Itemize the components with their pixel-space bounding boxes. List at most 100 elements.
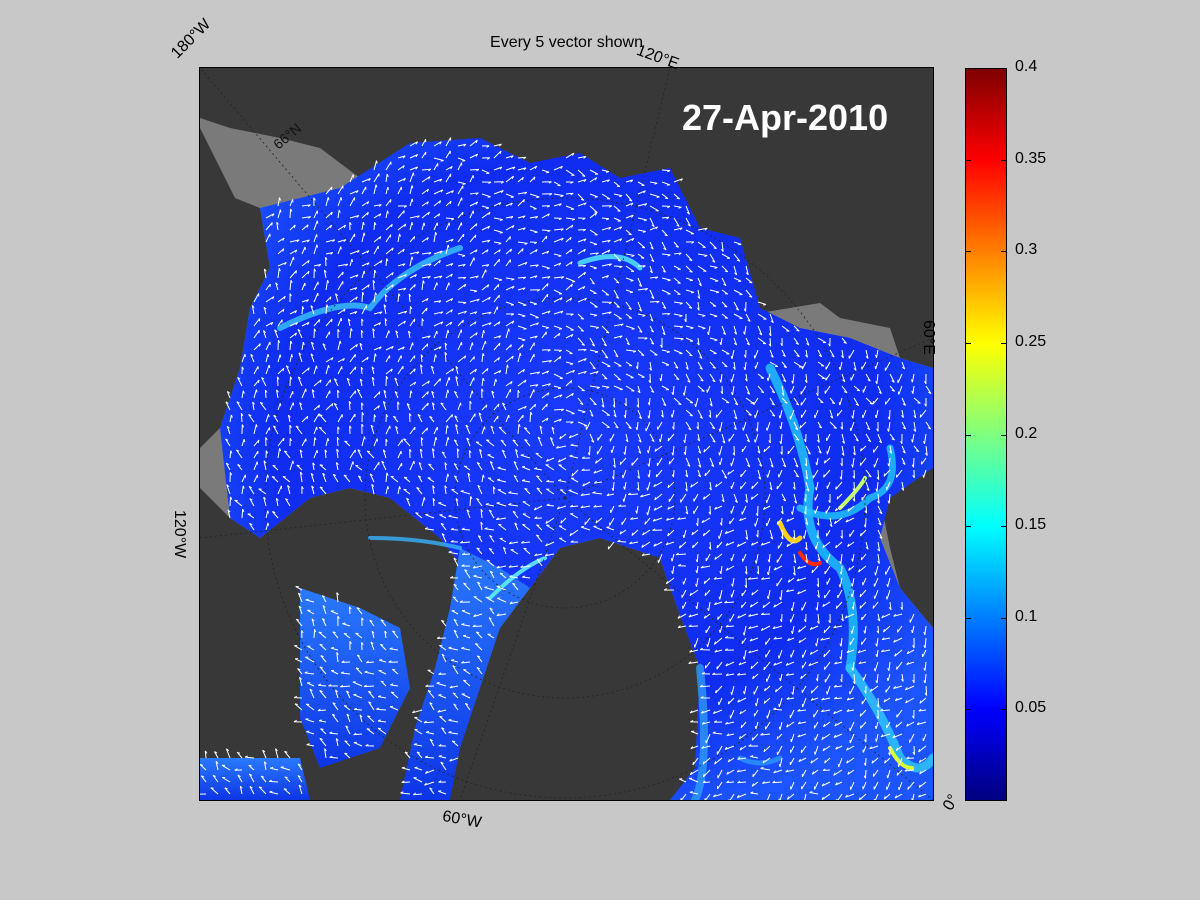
velocity-vector-head bbox=[628, 199, 633, 202]
velocity-vector bbox=[649, 276, 658, 279]
velocity-vector bbox=[748, 649, 759, 654]
velocity-vector bbox=[385, 472, 388, 483]
velocity-vector bbox=[523, 547, 531, 555]
velocity-vector-head bbox=[375, 184, 378, 188]
velocity-vector-head bbox=[403, 205, 407, 208]
velocity-vector bbox=[496, 517, 507, 521]
velocity-vector-head bbox=[448, 646, 452, 649]
velocity-vector bbox=[558, 457, 567, 463]
velocity-vector-head bbox=[524, 191, 528, 195]
velocity-vector-head bbox=[581, 343, 585, 346]
velocity-vector bbox=[696, 577, 699, 587]
velocity-vector bbox=[373, 438, 378, 447]
velocity-vector-head bbox=[439, 141, 442, 145]
velocity-vector bbox=[258, 786, 267, 795]
velocity-vector bbox=[601, 193, 611, 200]
velocity-vector bbox=[823, 721, 831, 728]
velocity-vector-head bbox=[893, 639, 896, 643]
velocity-vector bbox=[714, 553, 723, 560]
velocity-vector bbox=[829, 421, 837, 429]
velocity-vector bbox=[708, 601, 711, 612]
velocity-vector-head bbox=[701, 390, 705, 392]
velocity-vector bbox=[793, 469, 800, 478]
velocity-vector-head bbox=[267, 353, 270, 358]
velocity-vector bbox=[514, 522, 519, 531]
velocity-vector-head bbox=[601, 404, 605, 408]
velocity-vector-head bbox=[666, 517, 669, 521]
velocity-vector-head bbox=[546, 417, 549, 422]
velocity-vector bbox=[421, 307, 428, 315]
velocity-vector-head bbox=[512, 582, 516, 585]
velocity-vector-head bbox=[426, 298, 429, 302]
velocity-vector bbox=[529, 342, 535, 351]
velocity-vector bbox=[325, 379, 331, 387]
velocity-vector bbox=[570, 477, 579, 483]
velocity-vector bbox=[397, 365, 404, 375]
velocity-vector-head bbox=[413, 743, 417, 745]
velocity-vector bbox=[469, 249, 478, 255]
velocity-vector-head bbox=[718, 452, 720, 456]
colorbar-tick-label: 0.25 bbox=[1015, 332, 1047, 350]
velocity-vector-head bbox=[923, 440, 925, 444]
velocity-vector bbox=[489, 570, 495, 579]
velocity-vector-head bbox=[420, 354, 424, 358]
plot-title: Every 5 vector shown bbox=[490, 34, 643, 51]
velocity-vector-head bbox=[695, 522, 699, 527]
velocity-vector-head bbox=[654, 497, 657, 501]
velocity-vector bbox=[553, 325, 562, 330]
velocity-vector-head bbox=[768, 440, 771, 444]
velocity-vector-head bbox=[655, 473, 658, 478]
velocity-vector-head bbox=[241, 424, 245, 428]
velocity-vector bbox=[349, 274, 359, 279]
velocity-vector-head bbox=[413, 381, 417, 385]
velocity-vector bbox=[383, 390, 387, 399]
velocity-vector bbox=[577, 202, 587, 207]
velocity-vector bbox=[505, 344, 512, 351]
velocity-vector bbox=[841, 613, 844, 622]
velocity-vector-head bbox=[380, 643, 384, 646]
velocity-vector bbox=[453, 619, 459, 627]
velocity-vector bbox=[493, 378, 497, 387]
velocity-vector-head bbox=[615, 426, 619, 429]
velocity-vector bbox=[457, 355, 467, 363]
velocity-vector bbox=[453, 463, 459, 471]
velocity-vector bbox=[565, 169, 575, 176]
velocity-vector bbox=[637, 181, 645, 186]
velocity-vector-head bbox=[715, 483, 718, 488]
velocity-vector-head bbox=[879, 536, 883, 539]
velocity-vector-head bbox=[748, 650, 752, 654]
velocity-vector-head bbox=[591, 282, 595, 285]
velocity-vector-head bbox=[260, 775, 265, 778]
velocity-vector bbox=[493, 370, 502, 375]
velocity-vector bbox=[322, 618, 327, 627]
velocity-vector-head bbox=[702, 327, 706, 330]
velocity-vector bbox=[577, 264, 586, 267]
velocity-vector bbox=[696, 601, 699, 609]
velocity-vector-head bbox=[918, 784, 921, 788]
velocity-vector-head bbox=[261, 377, 265, 380]
velocity-vector bbox=[417, 414, 423, 423]
velocity-vector-head bbox=[699, 416, 703, 419]
velocity-vector-head bbox=[404, 274, 407, 278]
velocity-vector bbox=[692, 757, 699, 766]
velocity-vector bbox=[773, 661, 783, 666]
velocity-vector-head bbox=[699, 684, 703, 688]
velocity-vector bbox=[433, 330, 438, 339]
velocity-vector bbox=[423, 721, 435, 724]
velocity-vector bbox=[373, 391, 381, 399]
velocity-vector-head bbox=[888, 752, 891, 756]
velocity-vector bbox=[673, 205, 682, 208]
velocity-vector-head bbox=[539, 425, 543, 429]
velocity-vector bbox=[565, 392, 574, 399]
velocity-vector bbox=[553, 373, 564, 379]
velocity-vector bbox=[696, 565, 699, 574]
velocity-vector-head bbox=[475, 223, 478, 227]
velocity-vector-head bbox=[327, 280, 330, 284]
velocity-vector-head bbox=[747, 319, 751, 322]
velocity-vector-head bbox=[524, 405, 527, 409]
velocity-vector-head bbox=[364, 670, 368, 673]
velocity-vector bbox=[637, 373, 645, 378]
velocity-vector-head bbox=[759, 332, 763, 336]
velocity-vector-head bbox=[863, 524, 866, 528]
velocity-vector-head bbox=[636, 404, 640, 408]
